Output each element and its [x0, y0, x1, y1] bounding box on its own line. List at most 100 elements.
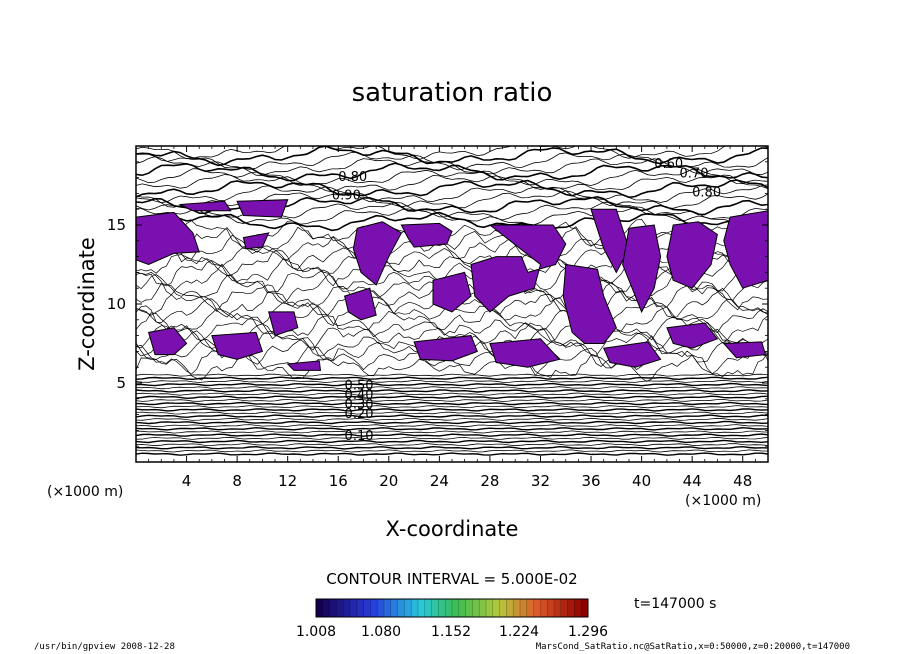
contour-line [136, 417, 768, 421]
contour-line [136, 219, 768, 248]
colorbar-tick-label: 1.224 [499, 624, 539, 640]
contour-line [136, 439, 768, 444]
footer-left: /usr/bin/gpview 2008-12-28 [34, 642, 175, 652]
colorbar-swatch [336, 599, 344, 617]
supersaturated-region [236, 199, 289, 218]
contour-label: 0.40 [345, 388, 374, 403]
colorbar-tick-label: 1.080 [361, 624, 401, 640]
contour-line [136, 424, 768, 428]
x-tick-label: 8 [232, 472, 242, 490]
contour-interval-text: CONTOUR INTERVAL = 5.000E-02 [326, 570, 577, 588]
colorbar-swatch [472, 599, 480, 617]
colorbar-swatch [356, 599, 365, 617]
supersaturated-region [344, 287, 377, 321]
colorbar-swatch [506, 599, 514, 617]
y-axis-title: Z-coordinate [75, 237, 99, 371]
x-tick-label: 40 [632, 472, 651, 490]
contour-line [136, 201, 768, 221]
supersaturated-region [432, 271, 472, 313]
contour-line [136, 408, 768, 412]
contour-line [136, 395, 768, 400]
contour-label: 0.60 [654, 157, 683, 172]
supersaturated-region [286, 360, 322, 371]
contour-line [136, 249, 768, 278]
supersaturated-region [211, 331, 264, 360]
contour-line [136, 443, 768, 447]
colorbar-swatch [438, 599, 446, 617]
supersaturated-region [470, 224, 567, 313]
contour-label: 0.20 [345, 407, 374, 422]
contour-line [136, 382, 768, 387]
chart-title: saturation ratio [352, 78, 553, 108]
x-tick-label: 36 [581, 472, 600, 490]
colorbar-swatch [316, 599, 324, 617]
contour-label: 0.80 [338, 170, 367, 185]
contour-label: 0.90 [332, 189, 361, 204]
contour-line [136, 433, 768, 437]
colorbar-tick-label: 1.296 [568, 624, 608, 640]
contour-line [136, 211, 768, 232]
colorbar-swatch [384, 599, 392, 617]
x-tick-label: 32 [531, 472, 550, 490]
supersaturated-region [178, 200, 232, 212]
contour-line [136, 206, 768, 227]
y-tick-label: 15 [107, 216, 126, 234]
supersaturated-region [136, 211, 200, 266]
y-tick-label: 10 [107, 295, 126, 313]
colorbar-swatch [560, 599, 569, 617]
x-tick-label: 4 [182, 472, 192, 490]
supersaturated-region [400, 222, 453, 248]
contour-line [136, 401, 768, 406]
colorbar-swatch [554, 599, 562, 617]
x-tick-label: 48 [733, 472, 752, 490]
colorbar-swatch [411, 599, 419, 617]
contour-line [136, 184, 768, 204]
x-tick-label: 28 [480, 472, 499, 490]
colorbar-swatch [581, 599, 589, 617]
colorbar-swatch [445, 599, 453, 617]
colorbar-swatch [452, 599, 460, 617]
colorbar-swatch [533, 599, 541, 617]
supersaturated-region [602, 341, 662, 368]
contour-label: 0.30 [345, 397, 374, 412]
colorbar-swatch [329, 599, 337, 617]
colorbar-swatch [567, 599, 575, 617]
colorbar-tick-label: 1.008 [296, 624, 336, 640]
contour-line [136, 452, 768, 456]
contour-line [136, 312, 768, 344]
contour-line [136, 241, 768, 273]
contour-line [136, 430, 768, 434]
supersaturated-region [590, 208, 630, 274]
contour-line [136, 392, 768, 396]
supersaturated-region [268, 311, 299, 337]
colorbar-swatch [465, 599, 473, 617]
contour-line [136, 420, 768, 425]
contour-line [136, 376, 768, 381]
supersaturated-region [722, 341, 767, 359]
contour-label: 0.70 [680, 167, 709, 182]
colorbar-swatch [390, 599, 399, 617]
contour-label: 0.10 [345, 429, 374, 444]
supersaturated-region [666, 322, 719, 349]
x-tick-label: 20 [379, 472, 398, 490]
x-tick-label: 44 [683, 472, 702, 490]
contour-line [136, 436, 768, 440]
x-tick-label: 16 [329, 472, 348, 490]
colorbar-swatch [404, 599, 412, 617]
footer-right: MarsCond_SatRatio.nc@SatRatio,x=0:50000,… [535, 642, 850, 652]
x-tick-label: 12 [278, 472, 297, 490]
contour-line [136, 449, 768, 453]
colorbar-swatch [350, 599, 358, 617]
contour-line [136, 411, 768, 415]
contour-line [136, 179, 768, 199]
contour-line [136, 259, 768, 287]
colorbar-swatch [486, 599, 494, 617]
colorbar-swatch [431, 599, 439, 617]
x-unit-label: (×1000 m) [685, 493, 761, 509]
z-unit-label: (×1000 m) [47, 484, 123, 500]
colorbar-swatch [547, 599, 555, 617]
supersaturated-region [147, 327, 188, 356]
colorbar-swatch [363, 599, 371, 617]
supersaturated-region [413, 335, 478, 362]
y-tick-label: 5 [116, 374, 126, 392]
